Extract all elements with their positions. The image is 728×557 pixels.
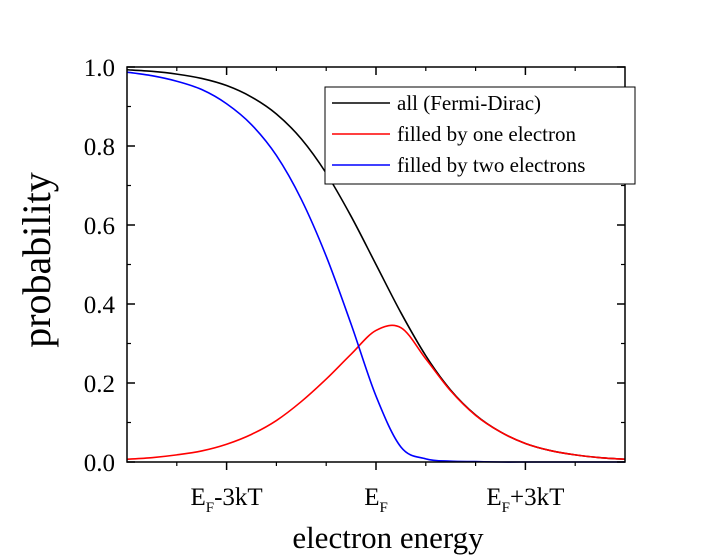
series-line-2 <box>126 324 626 461</box>
y-tick-label: 0.2 <box>84 371 115 398</box>
legend-label-2: filled by one electron <box>397 122 577 146</box>
y-tick-label: 0.6 <box>84 213 115 240</box>
x-axis-label: electron energy <box>292 520 484 555</box>
y-tick-label: 1.0 <box>84 55 115 82</box>
y-tick-label: 0.0 <box>84 450 115 477</box>
y-tick-label: 0.4 <box>84 292 116 319</box>
x-tick-label: EF-3kT <box>190 484 262 516</box>
legend-label-3: filled by two electrons <box>397 153 585 177</box>
x-tick-label: EF+3kT <box>486 484 564 516</box>
axes-layer: 0.0 0.2 0.4 0.6 0.8 1.0 EF-3kT EF EF+3kT <box>84 55 625 516</box>
x-tick-label: EF <box>364 484 388 516</box>
y-tick-label: 0.8 <box>84 134 115 161</box>
y-axis-label: probability <box>14 172 59 348</box>
legend-label-1: all (Fermi-Dirac) <box>397 91 541 115</box>
legend: all (Fermi-Dirac) filled by one electron f… <box>324 86 636 185</box>
